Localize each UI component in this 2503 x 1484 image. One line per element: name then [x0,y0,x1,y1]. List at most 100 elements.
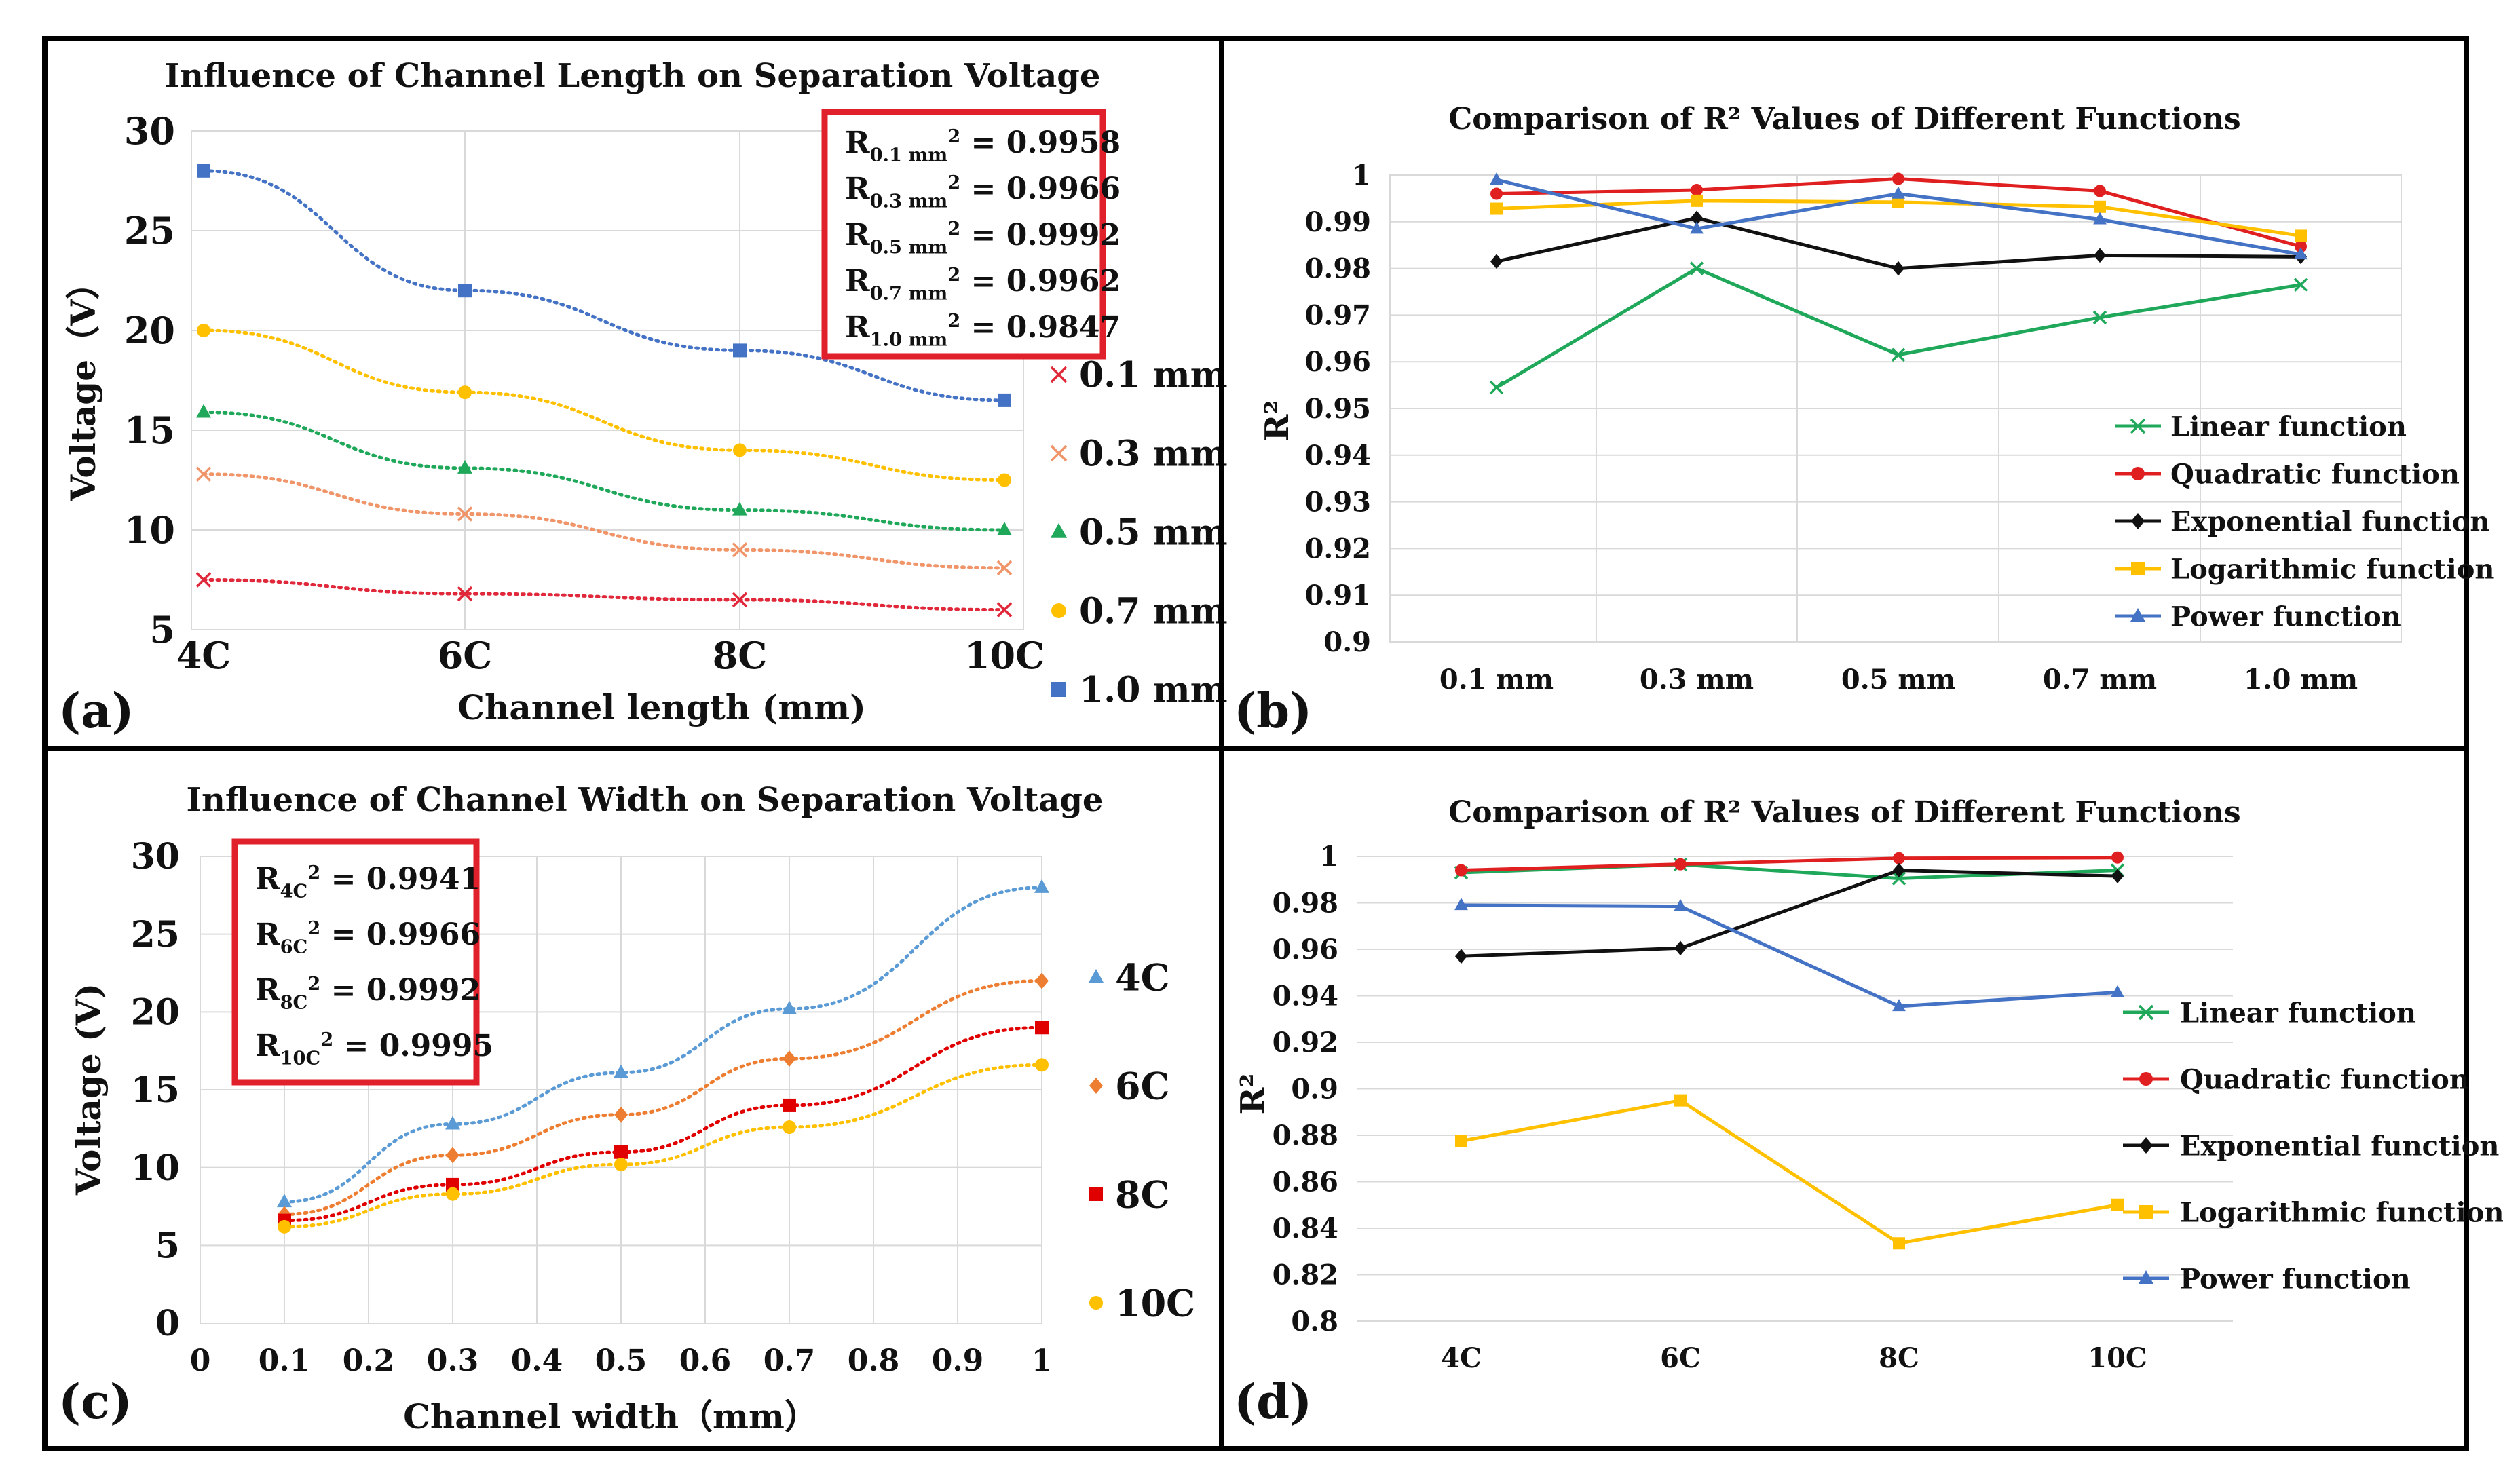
data-point [278,1219,291,1234]
legend-item-logarithmic-function: Logarithmic function [2115,553,2494,585]
chart-title: Influence of Channel Length on Separatio… [165,57,1101,95]
r-squared-line: R0.7 mm2 = 0.9962 [845,264,1121,304]
data-point-stroke-b [1489,380,1504,395]
series-line [1461,1098,2118,1245]
x-axis-label: Channel width（mm） [403,1396,818,1437]
y-tick-label: 1 [1319,841,1338,873]
series-exponential-function [1455,862,2124,964]
plot-area-frame [191,130,1024,630]
r-squared-line: R8C2 = 0.9992 [255,973,481,1013]
x-tick-label: 1 [1032,1344,1053,1378]
r-squared-annotation-box [821,109,1106,360]
data-point-stroke-b [732,542,748,558]
legend-marker [2131,562,2145,575]
data-point [445,1116,460,1130]
data-point [1893,852,1905,864]
y-tick-label: 0.94 [1273,981,1338,1012]
data-point-stroke-b [732,592,748,608]
r-symbol: R [845,126,870,160]
series-power-function [1454,898,2124,1012]
r-superscript: 2 [307,917,320,939]
legend-marker [1050,366,1068,383]
y-tick-label: 5 [155,1225,180,1267]
data-point [1691,184,1703,197]
series-line [1461,856,2118,873]
x-tick-label: 4C [1441,1342,1482,1374]
y-tick-label: 0.92 [1305,533,1371,565]
y-tick-label: 0.96 [1273,934,1338,966]
trendline [282,886,1044,1204]
series-4c [277,879,1049,1208]
data-point [614,1145,628,1159]
data-point [1689,261,1704,275]
r-squared-line: R6C2 = 0.9966 [255,917,481,957]
series-0-3-mm [195,466,1013,576]
data-point-stroke-b [195,466,212,482]
r-superscript: 2 [307,862,320,883]
legend-marker [1051,603,1066,618]
legend-item-linear-function: Linear function [2123,997,2416,1029]
legend-marker [2139,1072,2153,1086]
data-point [1455,864,1467,877]
data-point [1893,1237,1905,1250]
data-point [732,542,748,558]
data-point [195,466,212,482]
y-tick-label: 0.95 [1305,393,1371,425]
trendline [282,1025,1044,1223]
r-subscript: 0.3 mm [870,190,948,212]
y-tick-label: 1 [1352,159,1371,191]
y-axis-label: Voltage (V) [69,983,109,1196]
data-point [614,1064,628,1078]
data-point [2092,310,2107,325]
data-point [1035,1058,1049,1072]
x-tick-label: 10C [2088,1342,2147,1374]
legend-marker [2130,608,2145,622]
legend-marker [1089,1187,1103,1201]
y-tick-label: 20 [124,309,175,352]
chart-title: Comparison of R² Values of Different Fun… [1448,102,2240,136]
x-tick-label: 8C [1879,1342,1919,1374]
legend-marker [2139,1205,2153,1219]
r-symbol: R [255,862,280,896]
data-point [2094,248,2106,263]
legend-label: Linear function [2180,997,2416,1029]
r-squared-annotation-box [231,838,480,1086]
y-tick-label: 15 [131,1069,180,1111]
series-10c [278,1058,1049,1234]
y-tick-label: 0.94 [1305,440,1371,472]
data-point [2094,185,2106,197]
data-point [997,522,1012,535]
y-tick-label: 25 [131,914,180,955]
data-point-stroke-b [996,560,1013,576]
legend-label: 6C [1115,1064,1170,1107]
x-tick-label: 0.3 [427,1344,479,1378]
legend-item-1-0-mm: 1.0 mm [1051,670,1228,711]
legend-label: 0.5 mm [1079,512,1228,554]
r-value: = 0.9992 [960,218,1121,252]
r-value: = 0.9941 [320,862,481,896]
legend-label: Quadratic function [2170,458,2460,490]
data-point [1674,898,1687,911]
trendline [202,411,1006,532]
data-point [1690,221,1704,234]
data-point [1691,210,1703,226]
data-point [783,1120,796,1135]
data-point [277,1194,292,1208]
data-point [998,393,1011,407]
legend-marker [1050,522,1068,538]
data-point [457,506,473,522]
data-point [2111,851,2124,864]
legend-marker-stroke-b [2130,418,2146,434]
legend-marker [2131,467,2145,480]
legend-item-exponential-function: Exponential function [2123,1130,2499,1162]
panel-a-channel-length-chart: (a) Influence of Channel Length on Separa… [42,36,1228,751]
r-squared-line: R0.3 mm2 = 0.9966 [845,172,1121,212]
r-value: = 0.9992 [320,973,481,1008]
r-value: = 0.9958 [960,126,1121,160]
data-point [998,473,1011,487]
legend-item-0-3-mm: 0.3 mm [1050,434,1228,475]
r-value: = 0.9966 [960,172,1121,206]
data-point [1455,1135,1467,1147]
trendline [202,472,1006,570]
